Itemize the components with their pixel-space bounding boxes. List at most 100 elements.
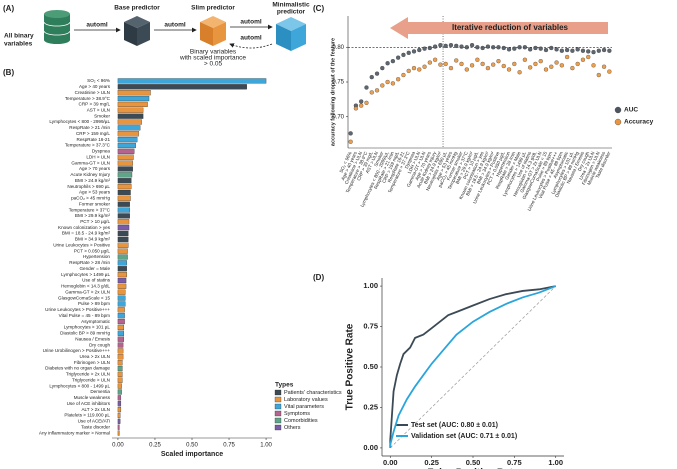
- point: [443, 43, 448, 49]
- bar: [117, 307, 125, 313]
- y-tick-label: Diabetes with no organ damage: [45, 366, 110, 371]
- bar: [117, 189, 131, 196]
- point: [533, 61, 538, 67]
- point: [417, 67, 422, 72]
- point: [359, 99, 364, 104]
- loop-arrow: [229, 43, 273, 49]
- y-tick-label: Nausea / Emesis: [75, 336, 110, 341]
- bar: [117, 90, 151, 96]
- bar: [117, 407, 122, 413]
- y-tick-label: Triglyceride > 2x ULN: [66, 372, 110, 377]
- bar: [117, 365, 123, 372]
- y-tick-label: CRP > 159 mg/L: [76, 131, 110, 136]
- point: [374, 88, 380, 93]
- bar: [117, 342, 124, 348]
- point: [543, 47, 549, 53]
- point: [570, 65, 575, 71]
- point: [543, 67, 549, 72]
- bar: [117, 324, 125, 331]
- point: [480, 61, 485, 67]
- bar: [117, 125, 141, 131]
- legend-swatch: [274, 417, 282, 424]
- panel-label: (A): [3, 4, 14, 13]
- point: [601, 64, 607, 69]
- bar: [117, 272, 127, 278]
- database-icon: [43, 10, 71, 44]
- minimal-label: Minimalistic: [272, 2, 310, 9]
- legend-swatch: [274, 403, 282, 410]
- y-tick-label: Pulse > 89 bpm: [78, 301, 110, 306]
- point: [369, 74, 374, 80]
- point: [454, 43, 459, 49]
- y-tick-label: 0.00: [363, 443, 378, 452]
- bar: [117, 289, 126, 295]
- legend-label: Patients' characteristics: [284, 390, 342, 396]
- y-tick-label: Gamma-GT > 2x ULN: [65, 289, 110, 294]
- y-tick-label: 0.25: [363, 402, 378, 411]
- y-tick-label: Asymptomatic: [81, 319, 111, 324]
- point: [364, 85, 369, 90]
- legend-swatch: [274, 396, 282, 403]
- point: [454, 58, 459, 63]
- note: > 0.05: [204, 61, 223, 68]
- bar: [117, 348, 124, 354]
- y-tick-label: AST > ULN: [87, 107, 110, 112]
- point: [591, 49, 596, 55]
- y-tick-label: Lymphocytes > 1499 µL: [61, 272, 110, 277]
- y-axis-title: accuracy following dropout of the featur…: [330, 38, 336, 146]
- y-tick-label: Former smoker: [79, 201, 111, 206]
- legend-label: Validation set (AUC: 0.71 ± 0.01): [411, 433, 517, 440]
- bar: [117, 377, 123, 383]
- y-tick-label: BMI > 24.9 kg/m²: [75, 178, 111, 183]
- bar: [117, 295, 126, 301]
- x-tick-label: 0.25: [149, 443, 161, 449]
- y-tick-label: RespRate 16-21: [77, 137, 111, 142]
- point: [570, 48, 575, 53]
- y-tick-label: Platelets > 119.000 µL: [64, 413, 110, 418]
- roc-line: [389, 285, 557, 448]
- legend-label: Laboratory values: [284, 397, 328, 403]
- point: [417, 47, 422, 53]
- base-label: Base predictor: [114, 5, 160, 12]
- point: [506, 67, 512, 72]
- y-tick-label: 0.80: [332, 45, 344, 51]
- point: [501, 45, 506, 51]
- point: [564, 54, 570, 60]
- bar: [117, 183, 132, 190]
- bar: [117, 219, 130, 225]
- y-tick-label: Hemoglobin < 14.3 g/dL: [61, 284, 110, 289]
- bar: [117, 260, 127, 266]
- point: [575, 61, 580, 67]
- point: [496, 45, 501, 50]
- bar: [117, 166, 133, 172]
- y-tick-label: Gamma-GT > ULN: [71, 160, 110, 165]
- y-axis-title: True Positive Rate: [345, 323, 356, 410]
- annotation: Iterative reduction of variables: [452, 23, 569, 32]
- y-tick-label: BMI > 29.9 kg/m²: [75, 213, 111, 218]
- point: [601, 47, 607, 53]
- point: [432, 57, 438, 62]
- step-label: automl: [240, 35, 262, 42]
- point: [438, 62, 443, 67]
- y-tick-label: Acute Kidney Injury: [70, 172, 110, 177]
- point: [401, 52, 406, 58]
- point: [538, 46, 543, 51]
- y-tick-label: Dry cough: [89, 342, 110, 347]
- bar: [117, 78, 267, 84]
- panel-label: (B): [3, 68, 14, 77]
- bar: [117, 354, 124, 360]
- point: [427, 45, 432, 51]
- y-tick-label: Any inflammatory marker > Normal: [39, 430, 110, 435]
- y-tick-label: PCT > 0.050 µg/L: [74, 248, 111, 253]
- x-tick-label: 0.50: [186, 443, 198, 449]
- point: [559, 48, 564, 53]
- y-tick-label: Age > 53 years: [79, 190, 111, 195]
- bar: [117, 154, 134, 160]
- y-tick-label: Temperature > 38.9°C: [65, 96, 111, 101]
- y-tick-label: Muscle weakness: [74, 395, 111, 400]
- point: [549, 45, 554, 51]
- legend-label: AUC: [624, 107, 638, 114]
- y-tick-label: RespRate > 28 /min: [69, 260, 110, 265]
- point: [390, 59, 396, 64]
- x-tick-label: 0.25: [424, 458, 439, 467]
